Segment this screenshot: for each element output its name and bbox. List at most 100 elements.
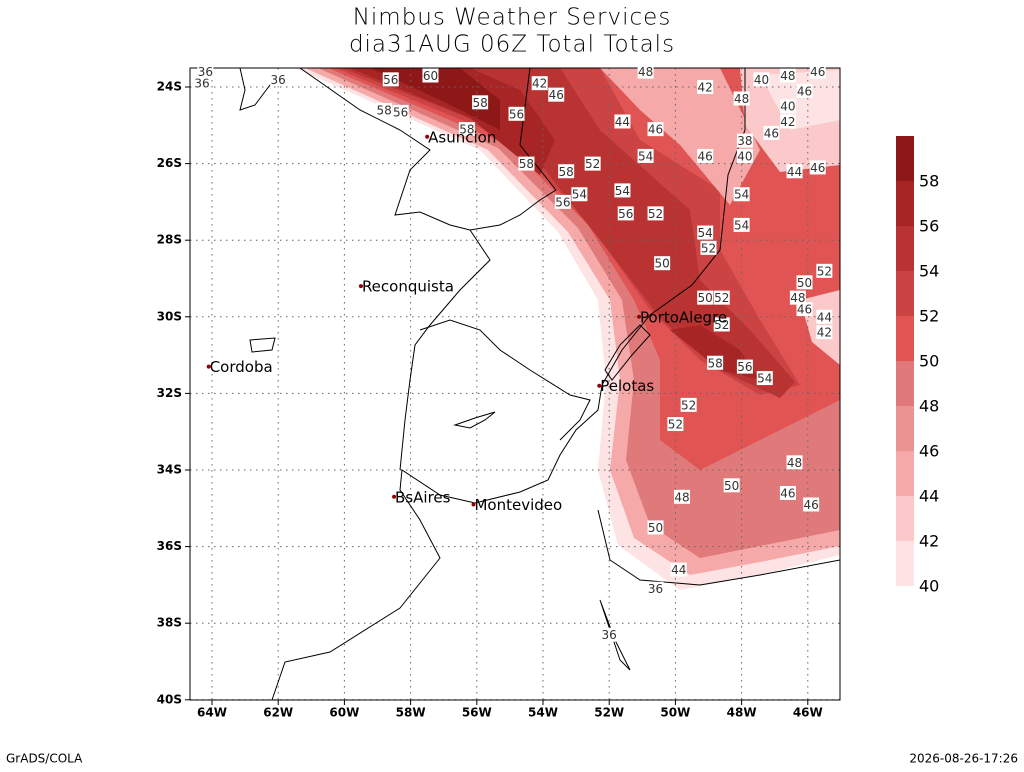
contour-label: 36 [198, 65, 213, 79]
coastline [271, 68, 746, 700]
city-dot [206, 364, 211, 369]
contour-label: 58 [472, 96, 487, 110]
contour-label-bg [796, 275, 813, 290]
lon-tick-label: 62W [263, 706, 293, 720]
colorbar-label: 52 [919, 307, 939, 326]
colorbar-label: 58 [919, 172, 939, 191]
contour-label-bg [614, 183, 631, 198]
colorbar-swatch [896, 406, 914, 451]
contour-label-bg [733, 91, 750, 106]
contour-label: 40 [780, 100, 795, 114]
colorbar-label: 44 [919, 487, 939, 506]
lon-tick-label: 46W [793, 706, 823, 720]
contour-label: 56 [737, 360, 752, 374]
contour-label-bg [809, 64, 826, 79]
contour-label: 58 [559, 165, 574, 179]
contour-label: 46 [780, 486, 795, 500]
contour-label: 40 [754, 73, 769, 87]
contour-label-bg [614, 114, 631, 129]
contour-label: 56 [509, 107, 524, 121]
contour-label-bg [584, 156, 601, 171]
city-dot [392, 494, 397, 499]
contour-label: 54 [572, 188, 587, 202]
contour-label-bg [647, 122, 664, 137]
colorbar-swatch [896, 226, 914, 271]
contour-label: 50 [655, 257, 670, 271]
colorbar: 40 42 44 46 48 50 52 54 56 58 [896, 136, 939, 596]
colorbar-label: 50 [919, 352, 939, 371]
contour-label: 50 [648, 521, 663, 535]
border [399, 229, 491, 471]
colorbar-label: 40 [919, 577, 939, 596]
contour-label-bg [816, 325, 833, 340]
contour-label-bg [194, 76, 211, 91]
contour-label-bg [763, 125, 780, 140]
contour-label: 52 [714, 318, 729, 332]
lon-tick-label: 52W [594, 706, 624, 720]
contour-label: 48 [674, 490, 689, 504]
contour-label-bg [518, 156, 535, 171]
contour-label: 48 [787, 456, 802, 470]
contour-label-bg [700, 240, 717, 255]
colorbar-label: 54 [919, 262, 939, 281]
contour-label-bg [197, 64, 214, 79]
contour-label-bg [779, 485, 796, 500]
contour-label: 36 [271, 73, 286, 87]
lon-tick-label: 48W [727, 706, 757, 720]
contour-label-bg [753, 72, 770, 87]
colorbar-swatch [896, 361, 914, 406]
contour-label-bg [816, 309, 833, 324]
contour-label-bg [697, 225, 714, 240]
contour-label: 36 [648, 582, 663, 596]
city-dot [636, 314, 641, 319]
lon-tick-label: 58W [396, 706, 426, 720]
axes: 64W 62W 60W 58W 56W 54W 52W 50W 48W 46W 24S 26S 28S 3… [157, 80, 823, 720]
contour-label-bg [637, 64, 654, 79]
shaded-field [295, 68, 840, 590]
footer-right: 2026-08-26-17:26 [909, 752, 1018, 766]
contour-label: 46 [797, 84, 812, 98]
contour-label-bg [786, 455, 803, 470]
contour-label-bg [796, 83, 813, 98]
contour-label: 42 [698, 81, 713, 95]
contour-label-bg [392, 104, 409, 119]
contour-label-bg [654, 256, 671, 271]
title: Nimbus Weather Services [353, 5, 672, 31]
lat-tick-label: 38S [157, 616, 182, 630]
contour-label-bg [707, 355, 724, 370]
contour-label: 58 [519, 157, 534, 171]
shade-band [370, 68, 500, 130]
contour-label: 44 [787, 165, 802, 179]
contour-label-bg [796, 302, 813, 317]
colorbar-label: 56 [919, 217, 939, 236]
contour-label-bg [637, 148, 654, 163]
contour-label-bg [697, 148, 714, 163]
contour-label: 48 [790, 291, 805, 305]
contour-label: 58 [707, 356, 722, 370]
contour-label: 46 [698, 149, 713, 163]
contour-label-bg [531, 76, 548, 91]
contour-label: 44 [817, 310, 832, 324]
contour-label: 46 [764, 126, 779, 140]
contour-label: 52 [585, 157, 600, 171]
contour-label-bg [647, 520, 664, 535]
contour-label-bg [670, 562, 687, 577]
shade-band [600, 68, 760, 205]
lat-tick-label: 24S [157, 80, 182, 94]
contour-label-bg [733, 187, 750, 202]
contour-label: 42 [532, 77, 547, 91]
cities: Asuncion Reconquista Cordoba PortoAlegre Pel… [206, 128, 727, 514]
city-label: Pelotas [600, 377, 654, 395]
city-dot [597, 383, 602, 388]
contour-label-bg [713, 290, 730, 305]
subtitle: dia31AUG 06Z Total Totals [349, 32, 675, 58]
contour-label-bg [723, 478, 740, 493]
shade-band [740, 68, 840, 365]
contour-label-bg [382, 72, 399, 87]
contour-label-bg [571, 187, 588, 202]
contour-label: 58 [459, 123, 474, 137]
contour-label-bg [270, 72, 287, 87]
contour-label-bg [647, 206, 664, 221]
colorbar-label: 46 [919, 442, 939, 461]
